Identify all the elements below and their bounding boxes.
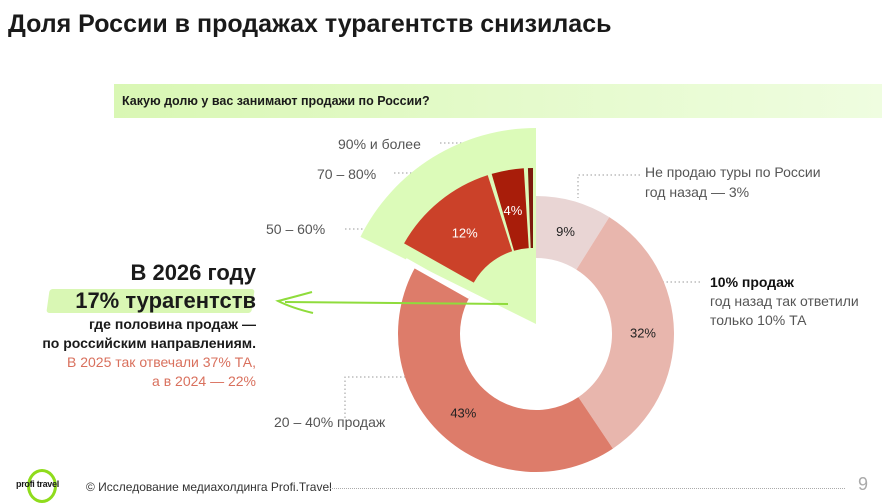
question-bar bbox=[114, 84, 882, 118]
label-none: Не продаю туры по России bbox=[645, 164, 821, 180]
footer-text: © Исследование медиахолдинга Profi.Trave… bbox=[86, 480, 332, 494]
slice-0 bbox=[536, 196, 610, 270]
callout-line1: В 2026 году bbox=[130, 260, 256, 285]
label-10-note2: только 10% ТА bbox=[710, 312, 807, 328]
slice-2 bbox=[398, 266, 613, 472]
callout-line4: по российским направлениям. bbox=[42, 335, 256, 351]
label-70: 70 – 80% bbox=[317, 166, 377, 182]
question-text: Какую долю у вас занимают продажи по Рос… bbox=[122, 94, 430, 108]
callout-line5: В 2025 так отвечали 37% ТА, bbox=[67, 354, 256, 370]
slice-value-label: 4% bbox=[504, 203, 523, 218]
slice-3 bbox=[404, 175, 513, 283]
callout-line2: 17% турагентств bbox=[75, 288, 256, 313]
label-50: 50 – 60% bbox=[266, 221, 326, 237]
logo: profi travel bbox=[16, 479, 59, 489]
arrow bbox=[275, 291, 509, 314]
slice-value-label: 9% bbox=[556, 224, 575, 239]
logo-ring bbox=[27, 469, 57, 503]
page-number: 9 bbox=[858, 474, 869, 494]
label-10-note1: год назад так ответили bbox=[710, 293, 859, 309]
label-none-note: год назад — 3% bbox=[645, 184, 750, 200]
sector-gap bbox=[404, 258, 472, 299]
page-title: Доля России в продажах турагентств снизи… bbox=[8, 10, 612, 38]
footer-divider bbox=[330, 488, 845, 489]
slice-value-label: 43% bbox=[450, 406, 476, 421]
label-90: 90% и более bbox=[338, 136, 421, 152]
slice-1 bbox=[576, 217, 674, 449]
slice-4 bbox=[491, 168, 529, 251]
slice-value-label: 32% bbox=[630, 325, 656, 340]
callout-line6: а в 2024 — 22% bbox=[152, 373, 256, 389]
label-20: 20 – 40% продаж bbox=[274, 414, 386, 430]
callout-line3: где половина продаж — bbox=[89, 316, 256, 332]
slice-value-label: 12% bbox=[452, 225, 478, 240]
label-10: 10% продаж bbox=[710, 274, 794, 290]
slice-5 bbox=[527, 168, 533, 249]
